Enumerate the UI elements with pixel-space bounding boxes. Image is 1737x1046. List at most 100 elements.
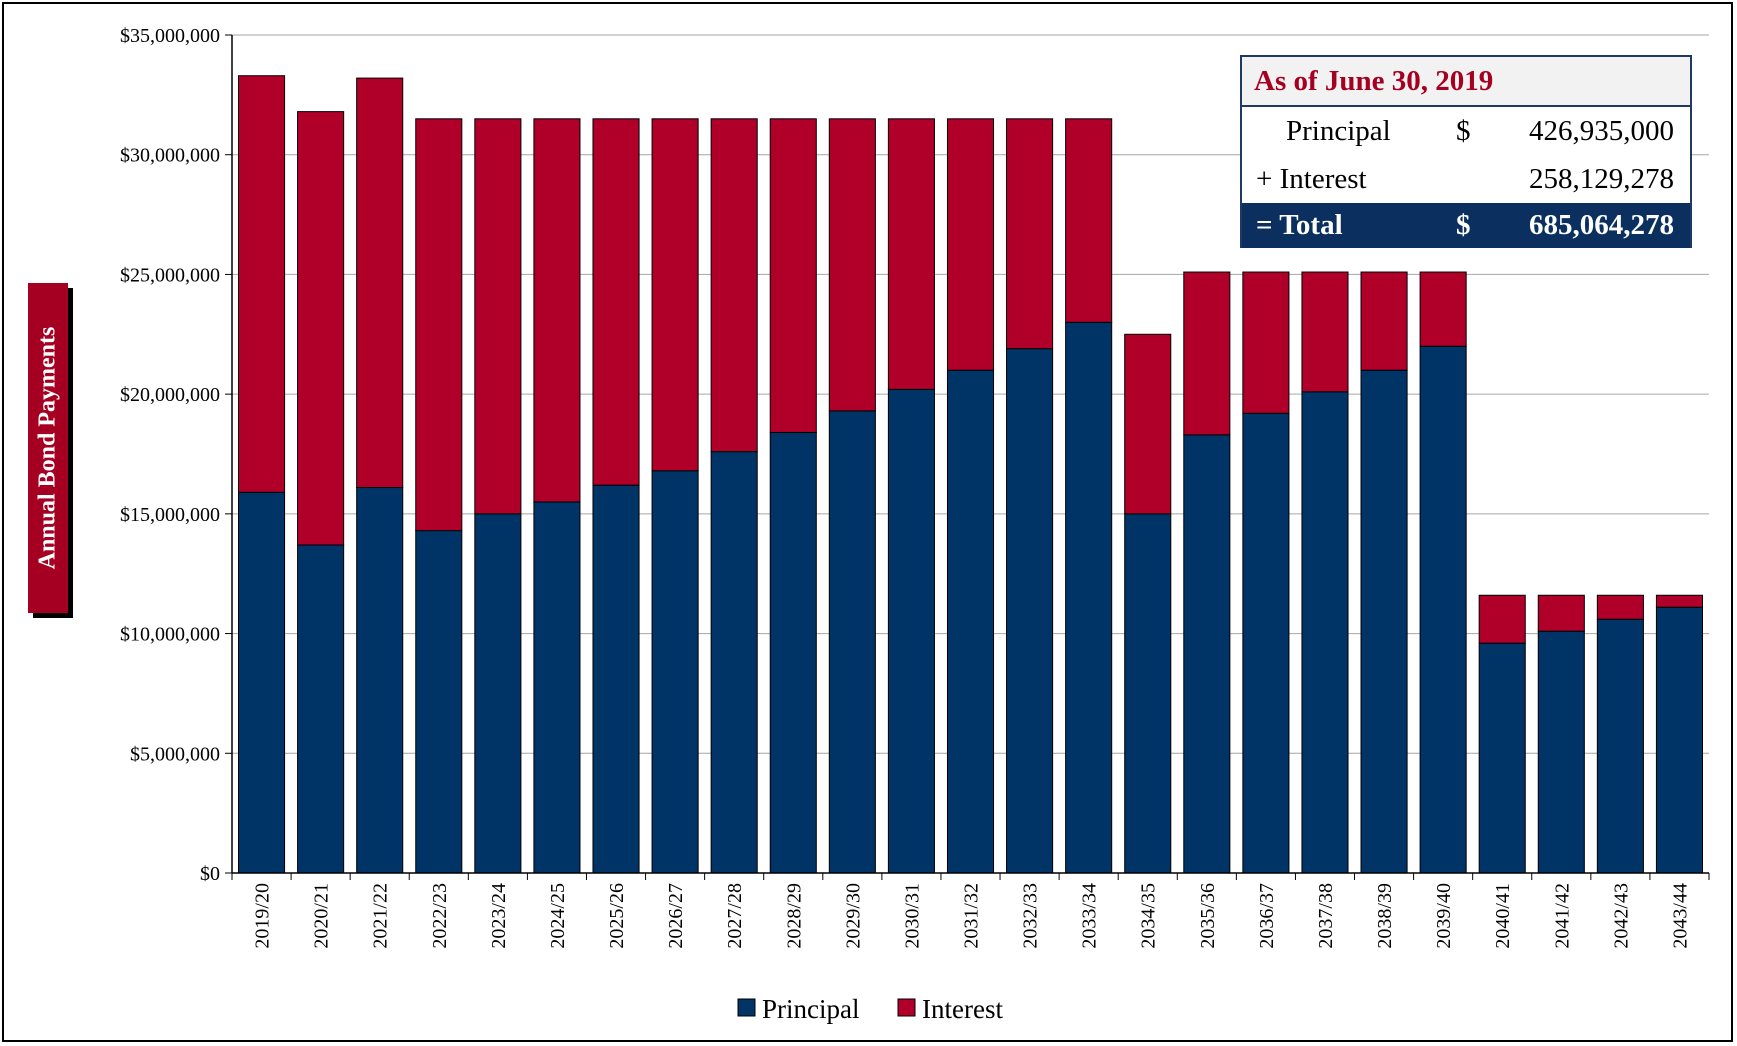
interest-row: + Interest 258,129,278 [1242,155,1690,203]
y-axis-label: Annual Bond Payments [34,326,61,570]
total-value: 685,064,278 [1529,209,1674,241]
bar-principal [1124,513,1172,874]
x-tick-label: 2035/36 [1197,883,1219,949]
x-tick-label: 2021/22 [370,883,392,949]
bar-interest [237,75,286,493]
y-tick-label: $15,000,000 [120,504,220,526]
bar-principal [946,369,995,874]
y-tick-label: $35,000,000 [120,25,220,47]
bar-interest [1360,271,1408,371]
x-tick-label: 2040/41 [1492,883,1514,949]
legend: Principal Interest [737,994,1003,1024]
bar-principal [1478,642,1526,874]
legend-interest-label: Interest [922,994,1003,1024]
bar-interest [1006,118,1054,350]
x-tick-label: 2020/21 [311,883,333,949]
bar-interest [592,118,640,486]
y-axis-ticks: $0 $5,000,000 $10,000,000 $15,000,000 $20,00… [120,25,232,885]
principal-value: 426,935,000 [1529,115,1674,147]
x-axis-ticks: 2019/20 2020/21 2021/22 2022/23 2023/24 2024/… [231,873,1710,949]
bar-principal [356,487,404,874]
bar-principal [769,431,817,874]
principal-row: Principal $ 426,935,000 [1242,107,1690,155]
bar-interest [828,118,876,412]
bar-interest [946,118,995,371]
bar-principal [1537,630,1585,874]
x-tick-label: 2024/25 [547,883,569,949]
bar-interest [769,118,817,433]
x-tick-label: 2029/30 [842,883,864,949]
principal-currency: $ [1456,115,1471,147]
bar-principal [1655,606,1704,874]
x-tick-label: 2023/24 [488,883,510,949]
x-tick-label: 2034/35 [1138,883,1160,949]
bar-principal [710,451,758,874]
bar-principal [415,530,463,874]
bar-interest [1065,118,1113,323]
bar-interest [1655,594,1704,608]
interest-label: + Interest [1256,163,1367,195]
legend-interest-swatch [897,998,916,1017]
x-tick-label: 2027/28 [724,883,746,949]
x-tick-label: 2033/34 [1079,883,1101,949]
bar-principal [474,513,522,874]
bar-principal [1301,391,1349,874]
x-tick-label: 2028/29 [783,883,805,949]
bar-interest [415,118,463,532]
x-tick-label: 2019/20 [252,883,274,949]
x-tick-label: 2039/40 [1433,883,1455,949]
bar-interest [651,118,699,472]
y-tick-label: $10,000,000 [120,624,220,646]
bar-interest [1537,594,1585,632]
bar-interest [1478,594,1526,644]
total-currency: $ [1456,209,1471,241]
x-tick-label: 2037/38 [1315,883,1337,949]
y-tick-label: $20,000,000 [120,384,220,406]
x-tick-label: 2038/39 [1374,883,1396,949]
y-axis-label-box: Annual Bond Payments [28,283,68,613]
x-tick-label: 2042/43 [1610,883,1632,949]
x-tick-label: 2041/42 [1551,883,1573,949]
y-tick-label: $25,000,000 [120,264,220,286]
bar-interest [1419,271,1467,347]
bar-principal [592,484,640,874]
summary-table: As of June 30, 2019 Principal $ 426,935,… [1240,55,1692,248]
bar-principal [887,388,935,874]
bar-interest [474,118,522,515]
legend-principal-swatch [737,998,756,1017]
y-tick-label: $0 [200,863,220,885]
bar-principal [1360,369,1408,874]
bar-principal [1006,348,1054,874]
bar-principal [297,544,345,874]
bar-principal [533,501,581,874]
x-tick-label: 2030/31 [901,883,923,949]
total-row: = Total $ 685,064,278 [1242,203,1690,248]
principal-label: Principal [1286,115,1391,147]
bar-interest [887,118,935,390]
x-tick-label: 2032/33 [1020,883,1042,949]
axes [231,35,1709,874]
x-tick-label: 2026/27 [665,883,687,949]
x-tick-label: 2025/26 [606,883,628,949]
bar-interest [1183,271,1231,436]
bar-principal [1596,618,1644,874]
bar-principal [1183,434,1231,874]
bar-principal [1065,321,1113,874]
total-label: = Total [1256,209,1343,241]
legend-principal-label: Principal [762,994,859,1024]
bar-interest [1124,333,1172,515]
bar-interest [710,118,758,453]
y-tick-label: $30,000,000 [120,145,220,167]
summary-title: As of June 30, 2019 [1242,57,1690,107]
bar-interest [356,77,404,489]
bar-interest [297,111,345,546]
bar-principal [1419,345,1467,874]
bar-interest [1301,271,1349,393]
x-tick-label: 2031/32 [961,883,983,949]
bar-interest [1596,594,1644,620]
x-tick-label: 2043/44 [1669,883,1691,949]
bar-principal [651,470,699,874]
interest-value: 258,129,278 [1529,163,1674,195]
